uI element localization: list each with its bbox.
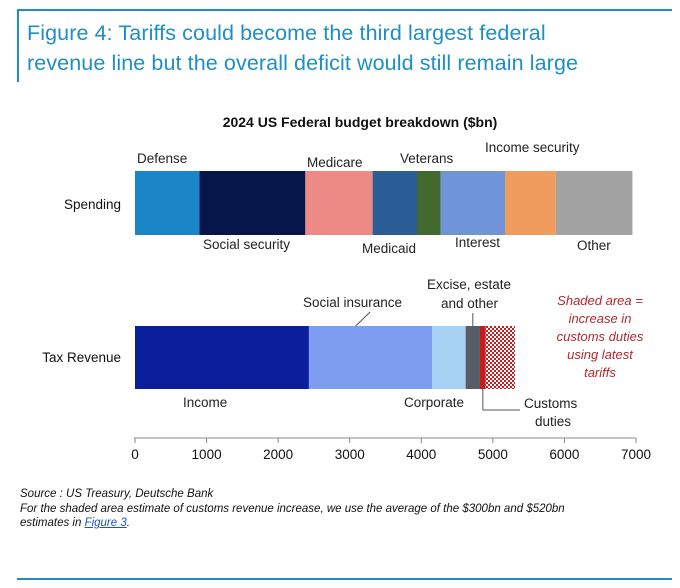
x-tick-label-7000: 7000: [621, 447, 651, 462]
label-income: Income: [183, 395, 227, 410]
bar-segment-spending-medicare: [305, 171, 373, 235]
label-social-insurance: Social insurance: [303, 295, 402, 310]
bar-segment-revenue-excise-estate-and-other: [465, 326, 480, 389]
chart-title: 2024 US Federal budget breakdown ($bn): [223, 114, 498, 130]
leader-lines: [355, 311, 520, 411]
label-social-security: Social security: [203, 237, 290, 252]
figure-title-line-2: revenue line but the overall deficit wou…: [27, 51, 579, 75]
x-axis-ticks: 0 1000 2000 3000 4000 5000 6000 7000: [131, 438, 651, 462]
label-defense: Defense: [137, 151, 187, 166]
annotation-line-2: increase in: [569, 311, 632, 326]
figure-frame-left: [17, 9, 19, 82]
figure-3-link[interactable]: Figure 3: [84, 517, 127, 529]
label-veterans: Veterans: [400, 151, 454, 166]
bar-segment-spending-income-security: [505, 171, 556, 235]
source-method-note: For the shaded area estimate of customs …: [20, 502, 565, 515]
tax-revenue-bar: [135, 326, 516, 389]
annotation-line-1: Shaded area =: [557, 293, 643, 308]
x-tick-label-0: 0: [131, 447, 139, 462]
spending-bar: [135, 171, 633, 235]
leader-social-insurance: [355, 311, 371, 327]
bar-segment-spending-interest: [440, 171, 506, 235]
source-method-note-end: estimates in Figure 3.: [20, 516, 670, 531]
bar-segment-revenue-customs-duties: [479, 326, 486, 389]
label-excise-line-1: Excise, estate: [427, 277, 511, 292]
source-line: Source : US Treasury, Deutsche Bank: [20, 488, 214, 500]
label-other: Other: [577, 238, 611, 253]
label-income-security: Income security: [485, 140, 580, 155]
bar-segment-spending-social-security: [199, 171, 306, 235]
annotation-line-4: using latest: [567, 347, 634, 362]
x-tick-label-2000: 2000: [263, 447, 293, 462]
label-customs-line-1: Customs: [524, 396, 578, 411]
bar-segment-spending-veterans: [416, 171, 441, 235]
source-text-suffix: .: [126, 517, 130, 529]
annotation-line-5: tariffs: [584, 365, 616, 380]
bar-segment-spending-medicaid: [372, 171, 417, 235]
label-interest: Interest: [455, 235, 500, 250]
label-excise-line-2: and other: [441, 296, 499, 311]
source-note: Source : US Treasury, Deutsche Bank For …: [20, 487, 670, 531]
category-label-spending: Spending: [64, 197, 121, 212]
x-tick-label-1000: 1000: [192, 447, 222, 462]
x-tick-label-4000: 4000: [406, 447, 436, 462]
annotation-line-3: customs duties: [557, 329, 644, 344]
figure-frame-top: [17, 9, 672, 11]
bar-segment-revenue-social-insurance: [308, 326, 433, 389]
label-medicaid: Medicaid: [362, 241, 416, 256]
label-medicare: Medicare: [307, 155, 363, 170]
source-text-prefix: estimates in: [20, 517, 85, 529]
figure-title-line-1: Figure 4: Tariffs could become the third…: [27, 21, 546, 45]
figure-frame-bottom: [17, 578, 672, 580]
bar-segment-revenue-shaded-area: [485, 326, 516, 389]
x-tick-label-3000: 3000: [335, 447, 365, 462]
label-customs-line-2: duties: [535, 414, 571, 429]
budget-chart: 2024 US Federal budget breakdown ($bn) S…: [42, 114, 651, 462]
bar-segment-revenue-corporate: [432, 326, 466, 389]
bar-segment-revenue-income: [135, 326, 309, 389]
x-tick-label-5000: 5000: [478, 447, 508, 462]
figure-title: Figure 4: Tariffs could become the third…: [27, 18, 667, 78]
x-tick-label-6000: 6000: [549, 447, 579, 462]
bar-segment-spending-other: [555, 171, 633, 235]
bar-segment-spending-defense: [135, 171, 200, 235]
label-corporate: Corporate: [404, 395, 464, 410]
category-label-tax-revenue: Tax Revenue: [42, 350, 121, 365]
